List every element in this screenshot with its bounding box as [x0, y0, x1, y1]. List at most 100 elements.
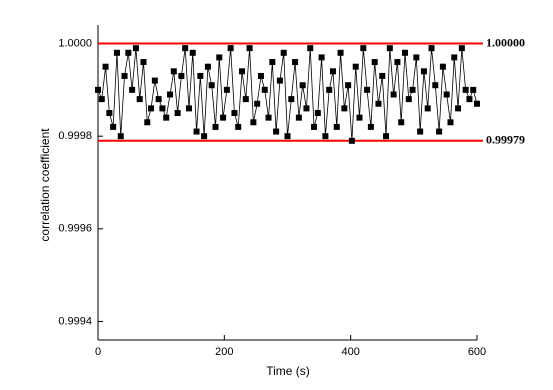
data-point [132, 45, 139, 52]
data-point [284, 133, 291, 140]
data-point [102, 63, 109, 70]
data-point [405, 96, 412, 103]
series-line [97, 48, 478, 141]
data-point [417, 128, 424, 135]
data-point [136, 96, 143, 103]
data-point [227, 45, 234, 52]
data-point [95, 86, 101, 93]
data-point [163, 114, 170, 121]
data-point [462, 86, 469, 93]
data-point [432, 82, 439, 89]
data-point [159, 105, 166, 112]
data-point [439, 63, 446, 70]
data-point [280, 49, 287, 56]
data-point [451, 54, 458, 61]
data-point [345, 82, 352, 89]
data-point [208, 82, 215, 89]
data-point [383, 133, 390, 140]
data-point [193, 128, 200, 135]
y-tick-label: 1.0000 [58, 37, 92, 49]
data-point [424, 105, 431, 112]
data-point [314, 110, 321, 117]
data-point [223, 86, 230, 93]
data-point [125, 49, 132, 56]
data-point [474, 100, 480, 107]
data-point [204, 63, 211, 70]
data-point [352, 63, 359, 70]
x-tick-label: 400 [341, 346, 359, 358]
data-point [470, 86, 477, 93]
data-point [167, 91, 174, 98]
x-axis-label: Time (s) [266, 364, 310, 378]
reference-label: 1.00000 [486, 35, 525, 49]
data-point [337, 49, 344, 56]
data-point [129, 86, 136, 93]
y-tick-label: 0.9994 [58, 315, 92, 327]
x-tick-label: 200 [215, 346, 233, 358]
data-point [197, 72, 204, 79]
data-point [261, 86, 268, 93]
y-tick-label: 0.9998 [58, 130, 92, 142]
data-point [106, 110, 113, 117]
data-point [231, 110, 238, 117]
data-point [276, 77, 283, 84]
data-point [311, 123, 318, 130]
data-point [348, 137, 355, 144]
data-point [265, 114, 272, 121]
data-point [409, 86, 416, 93]
data-point [185, 105, 192, 112]
data-point [367, 123, 374, 130]
data-point [98, 96, 105, 103]
data-point [178, 72, 185, 79]
data-point [303, 105, 310, 112]
data-point [307, 45, 314, 52]
data-point [148, 105, 155, 112]
data-point [216, 54, 223, 61]
data-point [254, 100, 261, 107]
data-point [436, 128, 443, 135]
data-point [299, 82, 306, 89]
data-point [394, 59, 401, 66]
data-point [326, 86, 333, 93]
data-point [466, 96, 473, 103]
data-point [360, 45, 367, 52]
data-point [401, 49, 408, 56]
data-point [239, 68, 246, 75]
data-point [295, 114, 302, 121]
data-point [201, 133, 208, 140]
data-point [428, 45, 435, 52]
data-point [235, 123, 242, 130]
data-point [117, 133, 124, 140]
data-point [443, 91, 450, 98]
data-point [170, 68, 177, 75]
data-point [189, 49, 196, 56]
data-point [379, 72, 386, 79]
reference-label: 0.99979 [486, 133, 525, 147]
y-tick-label: 0.9996 [58, 223, 92, 235]
data-point [458, 45, 465, 52]
data-point [121, 72, 128, 79]
data-point [420, 68, 427, 75]
data-point [257, 72, 264, 79]
data-point [288, 96, 295, 103]
data-point [242, 96, 249, 103]
data-point [386, 45, 393, 52]
data-point [155, 96, 162, 103]
data-point [113, 49, 120, 56]
data-point [398, 119, 405, 126]
data-point [144, 119, 151, 126]
data-point [151, 77, 158, 84]
data-point [413, 54, 420, 61]
data-point [250, 119, 257, 126]
data-point [110, 123, 117, 130]
data-point [220, 114, 227, 121]
data-point [447, 119, 454, 126]
data-point [341, 105, 348, 112]
data-point [455, 105, 462, 112]
data-point [371, 59, 378, 66]
x-tick-label: 600 [468, 346, 486, 358]
data-point [246, 45, 253, 52]
data-point [174, 110, 181, 117]
data-point [364, 86, 371, 93]
